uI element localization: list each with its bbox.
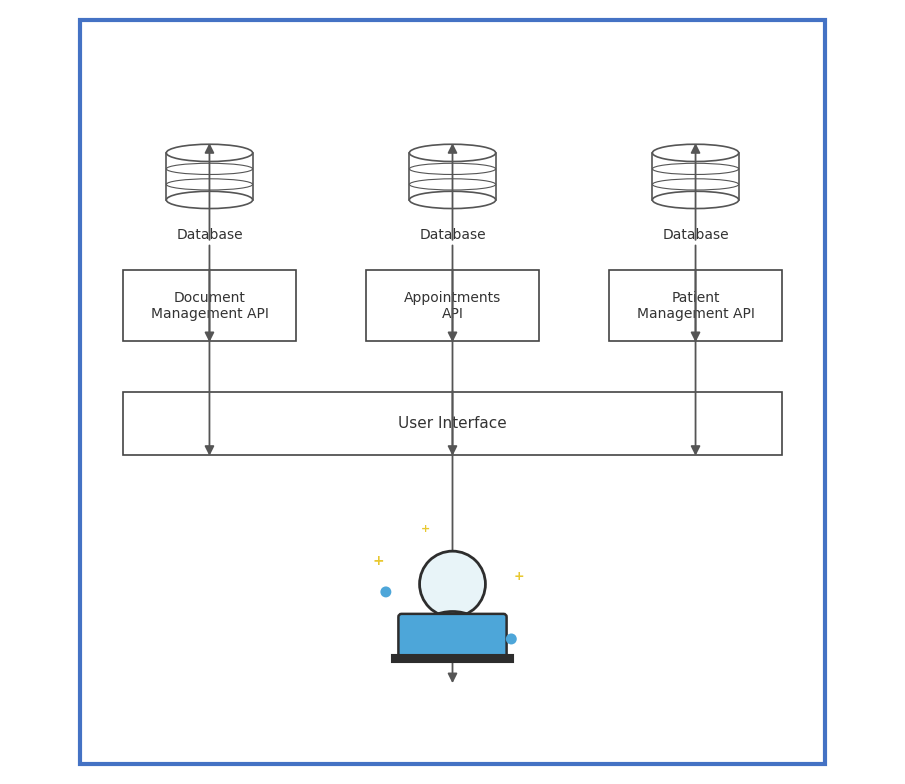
Text: +: + [514,570,525,583]
Bar [653,153,738,200]
Ellipse shape [653,144,738,162]
Text: +: + [372,554,384,568]
Text: +: + [421,524,430,534]
Text: Database: Database [419,228,486,242]
FancyBboxPatch shape [367,270,538,341]
FancyBboxPatch shape [123,392,782,455]
Text: Document
Management API: Document Management API [150,291,269,321]
FancyBboxPatch shape [609,270,782,341]
Text: Patient
Management API: Patient Management API [636,291,755,321]
Ellipse shape [425,612,480,643]
Bar [392,655,513,662]
Text: Appointments
API: Appointments API [404,291,501,321]
Bar [167,153,252,200]
FancyBboxPatch shape [123,270,296,341]
Circle shape [380,586,391,597]
FancyBboxPatch shape [398,614,507,658]
Ellipse shape [653,191,738,209]
Ellipse shape [409,191,496,209]
Text: Database: Database [662,228,729,242]
Ellipse shape [409,144,496,162]
Circle shape [506,633,517,644]
Ellipse shape [167,191,252,209]
Circle shape [420,551,485,617]
Text: User Interface: User Interface [398,416,507,431]
Ellipse shape [167,144,252,162]
Text: Database: Database [176,228,243,242]
Bar [409,153,496,200]
